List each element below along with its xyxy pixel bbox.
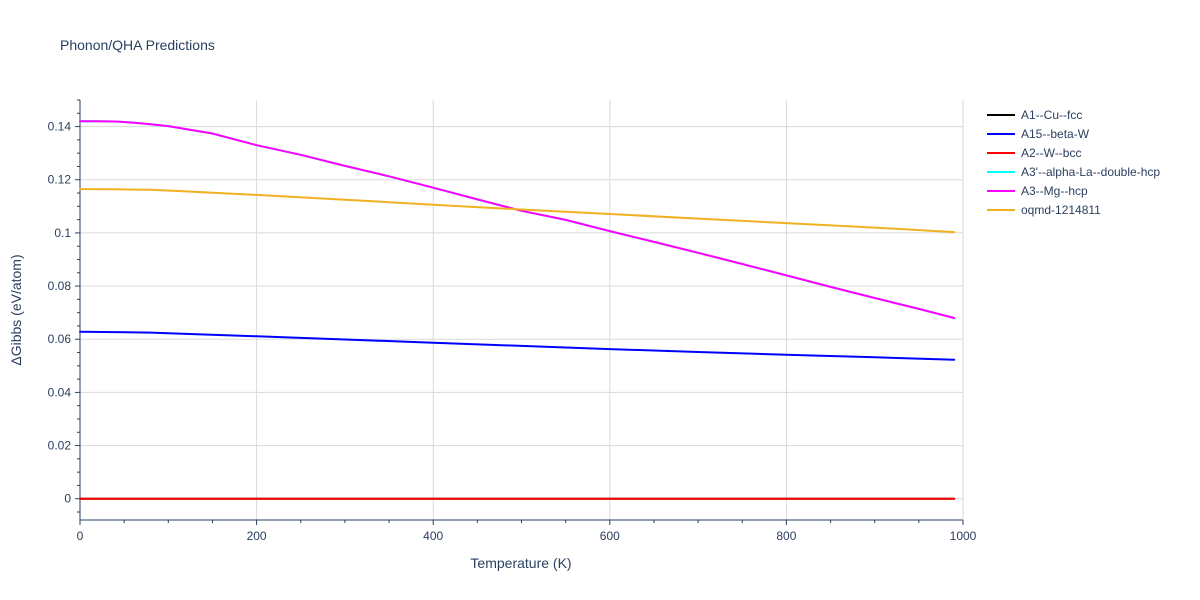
- legend[interactable]: A1--Cu--fcc A15--beta-W A2--W--bcc A3'--alp…: [987, 108, 1160, 217]
- legend-item[interactable]: A3'--alpha-La--double-hcp: [987, 165, 1160, 179]
- x-tick-label: 600: [600, 529, 620, 543]
- legend-item[interactable]: oqmd-1214811: [987, 203, 1101, 217]
- series-line: [79, 188, 956, 234]
- x-tick-label: 200: [247, 529, 267, 543]
- y-tick-label: 0.12: [48, 173, 72, 187]
- legend-label: A3--Mg--hcp: [1021, 184, 1088, 198]
- legend-item[interactable]: A2--W--bcc: [987, 146, 1081, 160]
- y-tick-label: 0.04: [48, 385, 72, 399]
- x-axis-title: Temperature (K): [470, 555, 571, 571]
- y-tick-label: 0.06: [48, 332, 72, 346]
- series-lines: [79, 120, 956, 500]
- legend-item[interactable]: A15--beta-W: [987, 127, 1090, 141]
- legend-label: A2--W--bcc: [1021, 146, 1081, 160]
- x-tick-label: 800: [776, 529, 796, 543]
- x-tick-label: 400: [423, 529, 443, 543]
- y-axis-title: ΔGibbs (eV/atom): [8, 254, 24, 365]
- x-tick-label: 1000: [950, 529, 977, 543]
- legend-label: A15--beta-W: [1021, 127, 1090, 141]
- series-line: [79, 330, 956, 361]
- legend-label: A3'--alpha-La--double-hcp: [1021, 165, 1160, 179]
- series-line: [79, 120, 956, 319]
- legend-label: oqmd-1214811: [1021, 203, 1101, 217]
- legend-item[interactable]: A1--Cu--fcc: [987, 108, 1082, 122]
- grid: [80, 100, 964, 520]
- y-tick-label: 0.02: [48, 439, 72, 453]
- legend-item[interactable]: A3--Mg--hcp: [987, 184, 1088, 198]
- y-tick-label: 0: [64, 492, 71, 506]
- y-tick-label: 0.1: [54, 226, 71, 240]
- series-line: [79, 120, 956, 319]
- axes: 0 200 400 600 800 1000 0 0.02 0.04 0.06 0.08 0.1 0.1…: [48, 99, 977, 543]
- y-tick-label: 0.08: [48, 279, 72, 293]
- legend-label: A1--Cu--fcc: [1021, 108, 1082, 122]
- y-tick-label: 0.14: [48, 120, 72, 134]
- x-tick-label: 0: [77, 529, 84, 543]
- chart-title: Phonon/QHA Predictions: [60, 37, 215, 53]
